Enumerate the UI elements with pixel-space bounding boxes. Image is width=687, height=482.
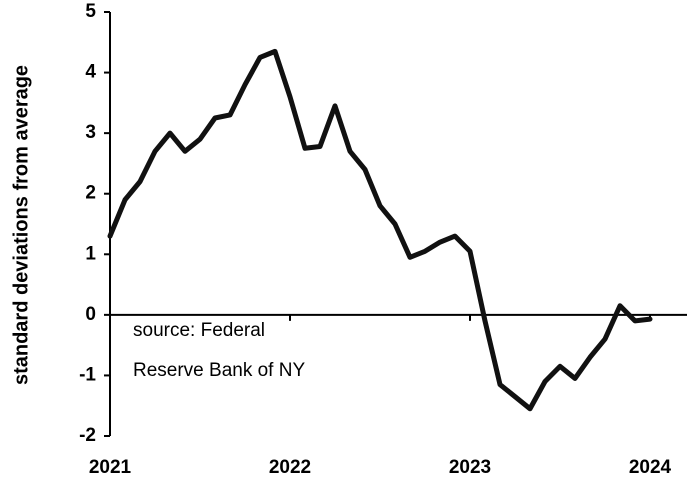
y-axis-label: standard deviations from average (10, 65, 32, 385)
y-tick-label: 2 (85, 183, 96, 204)
annotation: source: Federal (133, 320, 265, 341)
y-tick-label: 3 (85, 122, 96, 143)
x-tick-label: 2024 (629, 457, 672, 478)
annotation: Reserve Bank of NY (133, 360, 305, 381)
y-tick-label: 0 (85, 304, 96, 325)
y-tick-label: 5 (85, 1, 96, 22)
y-tick-label: -2 (79, 425, 96, 446)
data-line (107, 48, 653, 412)
y-tick-label: 4 (85, 62, 96, 83)
x-tick-label: 2022 (269, 457, 311, 478)
x-tick-label: 2021 (89, 457, 132, 478)
y-tick-label: -1 (79, 364, 96, 385)
x-tick-label: 2023 (449, 457, 491, 478)
y-tick-label: 1 (85, 243, 96, 264)
